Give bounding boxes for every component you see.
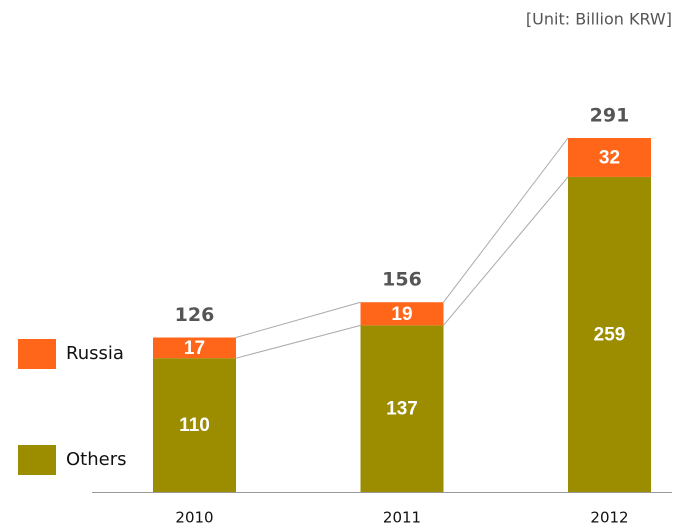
segment-label: 137 (386, 399, 418, 420)
legend-label: Others (66, 449, 127, 470)
x-tick-label: 2011 (383, 509, 421, 527)
total-label: 126 (175, 304, 215, 326)
bar-segment (568, 176, 651, 492)
bar-segment (360, 325, 444, 492)
legend-swatch (18, 339, 56, 369)
connector (443, 176, 569, 326)
segment-label: 259 (594, 324, 626, 345)
legend-swatch (18, 445, 56, 475)
total-label: 291 (590, 105, 630, 127)
segment-label: 19 (391, 304, 412, 325)
x-tick-label: 2010 (175, 509, 213, 527)
bar-segment (153, 358, 236, 492)
segment-label: 32 (599, 147, 620, 168)
legend-label: Russia (66, 343, 124, 364)
segment-label: 110 (179, 415, 210, 436)
connector (235, 324, 361, 359)
bar-segment (568, 138, 651, 177)
x-tick-label: 2012 (590, 509, 628, 527)
connector (443, 137, 569, 303)
connector (235, 301, 361, 338)
bar-segment (360, 302, 444, 326)
bar-segment (153, 337, 236, 359)
segment-label: 17 (184, 338, 205, 359)
total-label: 156 (382, 269, 422, 291)
unit-label: [Unit: Billion KRW] (526, 10, 672, 29)
